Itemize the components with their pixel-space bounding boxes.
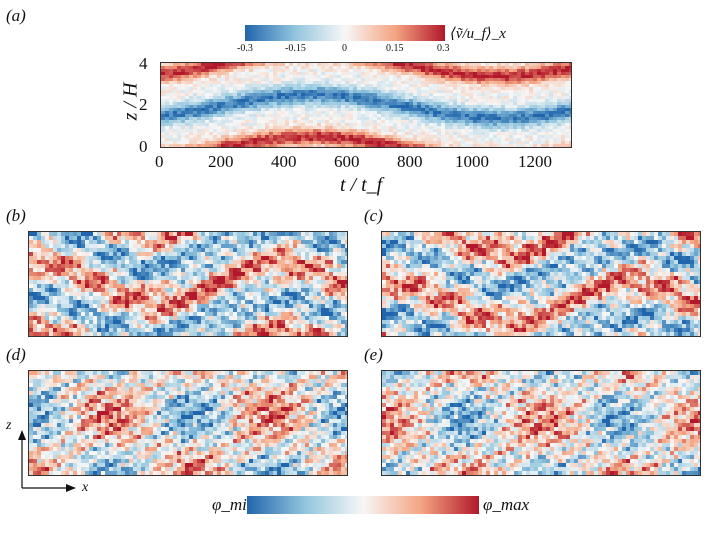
x-axis-label: t / t_f	[340, 174, 383, 196]
bottom-colorbar-gradient	[247, 496, 479, 514]
panel-c-label: (c)	[364, 206, 383, 225]
panel-d-field	[28, 370, 348, 476]
top-cbar-tick-4: 0.15	[386, 43, 404, 54]
xtick-1200: 1200	[518, 152, 552, 171]
panel-c-field	[381, 231, 701, 337]
panel-e-snapshot	[382, 371, 700, 475]
panel-d-snapshot	[29, 371, 347, 475]
top-colorbar	[245, 25, 445, 41]
xtick-600: 600	[334, 152, 360, 171]
panel-e-label: (e)	[364, 345, 383, 364]
top-cbar-tick-5: 0.3	[437, 43, 450, 54]
top-colorbar-gradient	[245, 25, 445, 41]
panel-d-label: (d)	[6, 345, 26, 364]
axis-arrows	[18, 430, 76, 492]
phi-min-label: φ_min	[212, 495, 256, 514]
panel-a-label: (a)	[6, 6, 26, 25]
top-cbar-tick-2: -0.15	[285, 43, 306, 54]
top-cbar-tick-3: 0	[342, 43, 347, 54]
xtick-1000: 1000	[455, 152, 489, 171]
ytick-4: 4	[139, 54, 148, 73]
phi-max-label: φ_max	[483, 495, 530, 514]
panel-e-field	[381, 370, 701, 476]
bottom-colorbar	[247, 496, 479, 514]
panel-b-field	[28, 231, 348, 337]
panel-b-snapshot	[29, 232, 347, 336]
xtick-200: 200	[208, 152, 234, 171]
xtick-400: 400	[271, 152, 297, 171]
top-cbar-tick-1: -0.3	[237, 43, 253, 54]
xtick-800: 800	[397, 152, 423, 171]
ytick-0: 0	[139, 137, 148, 156]
ytick-2: 2	[139, 95, 148, 114]
panel-c-snapshot	[382, 232, 700, 336]
z-arrow-label: z	[6, 418, 12, 433]
y-axis-label: z / H	[119, 82, 142, 121]
panel-b-label: (b)	[6, 206, 26, 225]
panel-a-heatmap	[160, 62, 572, 148]
xtick-0: 0	[155, 152, 164, 171]
x-arrow-label: x	[82, 480, 89, 495]
top-colorbar-label: ⟨ṽ/u_f⟩_x	[450, 26, 506, 42]
space-time-heatmap	[161, 63, 571, 147]
